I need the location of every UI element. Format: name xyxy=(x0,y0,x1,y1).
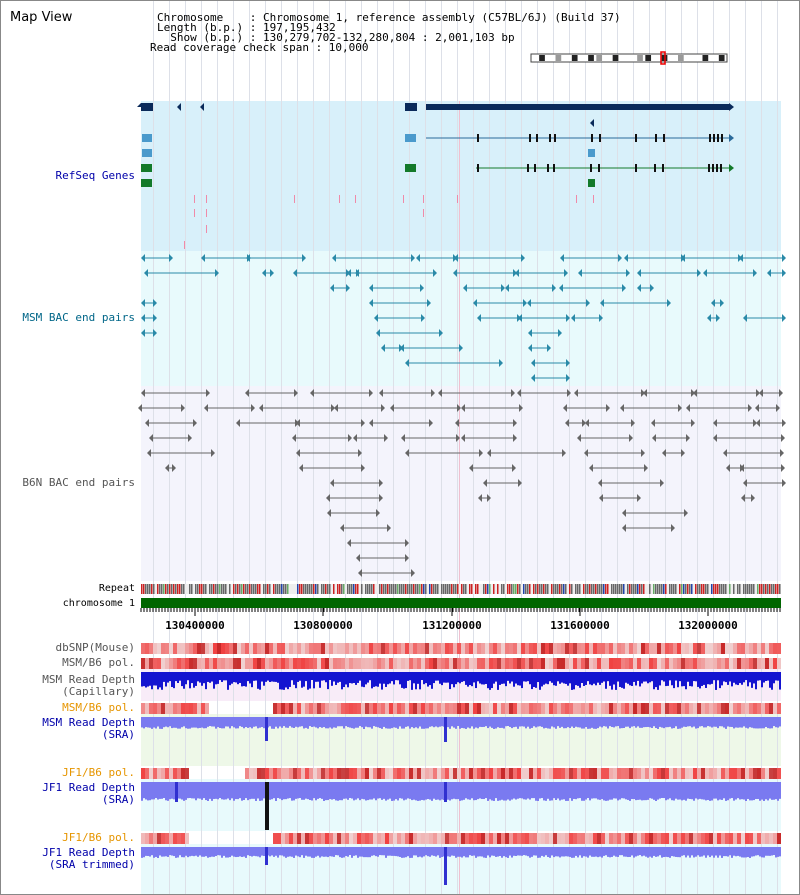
jf1-depth-trimmed-label-line2: (SRA trimmed) xyxy=(48,858,135,871)
msm-depth-capillary-label-line2: (Capillary) xyxy=(62,685,135,698)
msm-depth-capillary-label-line1: MSM Read Depth xyxy=(42,673,135,686)
gene-block xyxy=(141,103,153,111)
msm-depth-sra-label-line2: (SRA) xyxy=(101,728,135,741)
dbsnp-label[interactable]: dbSNP(Mouse) xyxy=(55,641,135,654)
refseq-genes-label[interactable]: RefSeq Genes xyxy=(55,169,135,182)
polymorphism-heat-tracks xyxy=(141,643,781,844)
coverage-span-info: Read coverage check span : 10,000 xyxy=(150,41,369,54)
msm-depth-sra-label[interactable]: MSM Read Depth (SRA) xyxy=(42,717,135,741)
axis-tick-label: 131200000 xyxy=(422,619,482,632)
repeat-label: Repeat xyxy=(98,583,135,594)
axis-tick-label: 132000000 xyxy=(678,619,738,632)
jf1-depth-sra-label-line1: JF1 Read Depth xyxy=(42,781,135,794)
chromosome-label: chromosome 1 xyxy=(62,598,135,609)
ideogram-position-marker xyxy=(660,51,666,65)
msm-pol-sra-label[interactable]: MSM/B6 pol. xyxy=(62,701,135,714)
jf1-depth-sra-label[interactable]: JF1 Read Depth (SRA) xyxy=(42,782,135,806)
msm-pol-label[interactable]: MSM/B6 pol. xyxy=(62,656,135,669)
chromosome-bar xyxy=(140,598,781,616)
b6n-bac-band xyxy=(141,386,781,581)
label-column xyxy=(1,1,140,894)
b6n-bac-pairs-track xyxy=(138,389,786,577)
jf1-depth-trimmed-label-line1: JF1 Read Depth xyxy=(42,846,135,859)
msm-depth-sra-label-line1: MSM Read Depth xyxy=(42,716,135,729)
show-range-info: Show (b.p.) : 130,279,702-132,280,804 : … xyxy=(157,31,515,44)
chromosome-green-bar xyxy=(141,598,781,608)
msm-bac-pairs-label[interactable]: MSM BAC end pairs xyxy=(22,311,135,324)
msm-bac-pairs-track xyxy=(141,254,786,382)
axis-tick-label: 130400000 xyxy=(165,619,225,632)
jf1-pol-label[interactable]: JF1/B6 pol. xyxy=(62,766,135,779)
repeat-track xyxy=(141,584,781,594)
page-title: Map View xyxy=(10,10,73,25)
refseq-band xyxy=(141,101,781,251)
jf1-pol-trimmed-label[interactable]: JF1/B6 pol. xyxy=(62,831,135,844)
read-depth-tracks xyxy=(141,672,781,885)
chromosome-ideogram xyxy=(530,51,728,65)
axis-tick-label: 130800000 xyxy=(293,619,353,632)
msm-depth-capillary-label[interactable]: MSM Read Depth (Capillary) xyxy=(42,674,135,698)
b6n-bac-pairs-label[interactable]: B6N BAC end pairs xyxy=(22,476,135,489)
msm-bac-band xyxy=(141,251,781,386)
chromosome-info: Chromosome : Chromosome 1, reference ass… xyxy=(157,11,621,24)
refseq-genes-track xyxy=(137,103,734,249)
axis-tick-label: 131600000 xyxy=(550,619,610,632)
ideogram-outline xyxy=(530,53,728,63)
jf1-depth-trimmed-label[interactable]: JF1 Read Depth (SRA trimmed) xyxy=(42,847,135,871)
jf1-depth-sra-label-line2: (SRA) xyxy=(101,793,135,806)
length-info: Length (b.p.) : 197,195,432 xyxy=(157,21,336,34)
